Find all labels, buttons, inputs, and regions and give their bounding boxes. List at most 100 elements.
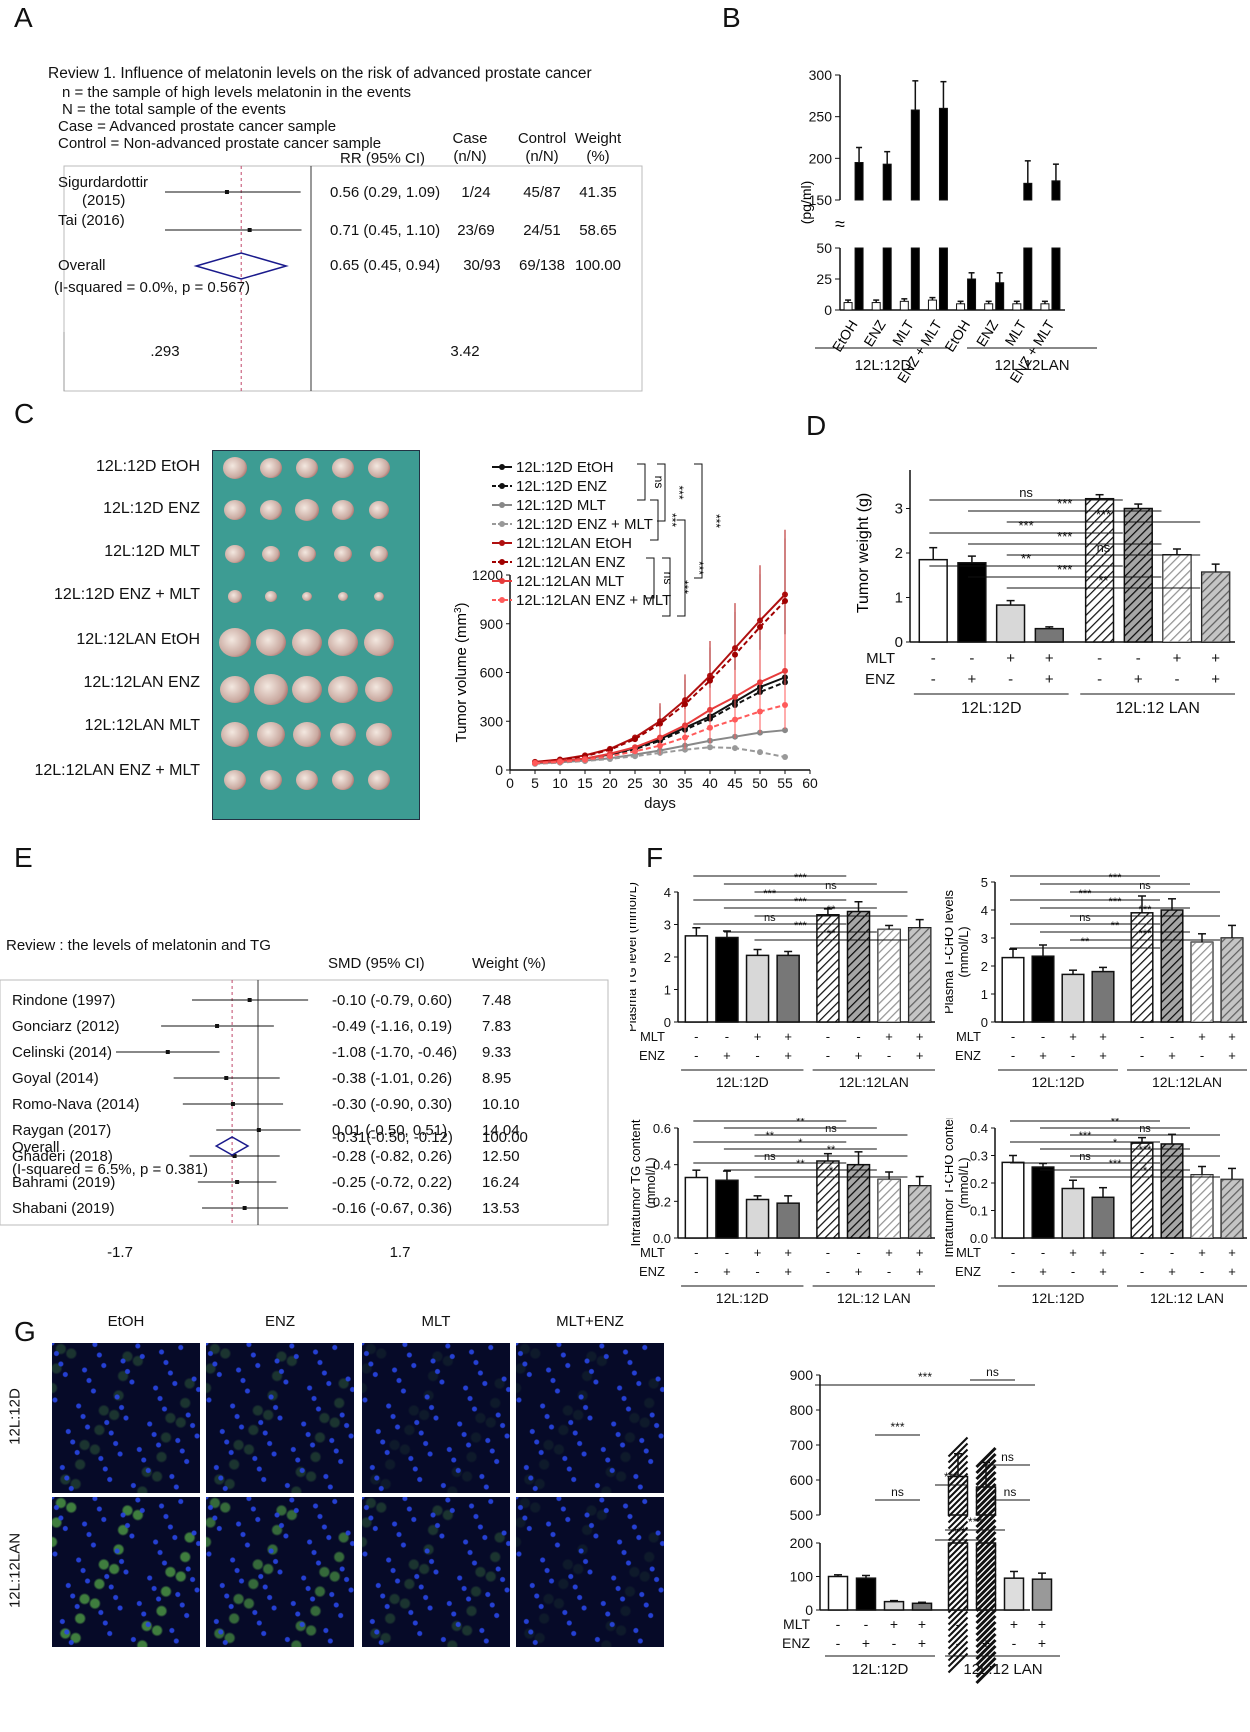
xtick-label: 30 (652, 775, 668, 791)
enz-sign: + (723, 1048, 731, 1063)
hatch-line (975, 1446, 997, 1469)
header-smd: SMD (95% CI) (328, 955, 425, 972)
significance-label: ns (891, 1485, 904, 1499)
column-label: MLT+ENZ (556, 1313, 624, 1330)
significance-label: ns (825, 1123, 837, 1135)
group-label: 12L:12D (1032, 1074, 1085, 1090)
smd-text: -0.10 (-0.79, 0.60) (332, 992, 452, 1009)
fluorescence-image (206, 1343, 354, 1493)
category-label: MLT (889, 317, 917, 349)
overall-weight: 100.00 (575, 257, 621, 274)
tumor-sample (368, 458, 390, 478)
mlt-sign: + (916, 1245, 924, 1260)
mlt-sign: + (918, 1616, 926, 1632)
tumor-sample (293, 722, 321, 748)
ytick-label: 3 (664, 918, 671, 933)
data-point (707, 724, 713, 731)
hatch-line (947, 1478, 969, 1500)
data-point (582, 756, 588, 763)
data-point (532, 760, 538, 767)
mlt-sign: - (1136, 650, 1141, 667)
tumor-sample (220, 676, 250, 703)
enz-sign: - (1097, 671, 1102, 688)
bar (684, 1176, 709, 1239)
bracket (637, 463, 646, 501)
enz-sign: - (1011, 1048, 1015, 1063)
bar-tint (1191, 942, 1213, 1022)
group-label: 12L:12LAN (1152, 1074, 1222, 1090)
enz-sign: - (1011, 1264, 1015, 1279)
significance-label: *** (677, 580, 691, 594)
hatch-line (947, 1568, 969, 1590)
study-name: Raygan (2017) (12, 1122, 111, 1139)
header-rr: RR (95% CI) (340, 150, 425, 167)
mlt-sign: + (1010, 1616, 1018, 1632)
weight-text: 7.48 (482, 992, 511, 1009)
hatch-line (947, 1646, 969, 1668)
xtick-label: 5 (531, 775, 539, 791)
header-weight: Weight (%) (472, 955, 546, 972)
row-label-mlt: MLT (956, 1029, 981, 1044)
significance-label: ** (1111, 920, 1120, 932)
bar (956, 303, 966, 311)
mlt-sign: - (1041, 1029, 1045, 1044)
smd-text: -0.16 (-0.67, 0.36) (332, 1200, 452, 1217)
enz-sign: + (916, 1048, 924, 1063)
significance-label: *** (968, 1515, 982, 1529)
xtick: -1.7 (107, 1244, 133, 1261)
hatch-line (975, 1608, 997, 1631)
panel-f2-bar-chart: 0 1 2 3 4 5 - - - + + - + + - - - + + - + + MLT ENZ 12L:12D 12L:1… (945, 870, 1247, 1090)
y-axis-label-unit: (mmol/L) (643, 1157, 658, 1208)
tumor-row-label: 12L:12D ENZ (103, 500, 200, 517)
smd-text: -0.38 (-1.01, 0.26) (332, 1070, 452, 1087)
xtick-label: 0 (506, 775, 514, 791)
group-label: 12L:12D (855, 357, 912, 374)
enz-sign: + (784, 1264, 792, 1279)
ytick-label: 1200 (472, 567, 503, 583)
row-label-enz: ENZ (639, 1264, 665, 1279)
group-label: 12L:12 LAN (837, 1290, 911, 1306)
significance-label: *** (1079, 1130, 1093, 1142)
overall-label: Overall (58, 257, 106, 274)
row-label-enz: ENZ (639, 1048, 665, 1063)
mlt-sign: - (856, 1245, 860, 1260)
significance-label: * (1143, 1165, 1148, 1177)
row-label-mlt: MLT (866, 650, 895, 667)
ytick-label: 200 (809, 150, 833, 166)
mlt-sign: + (1006, 650, 1015, 667)
bar (745, 1198, 770, 1239)
ytick-label: 0.0 (970, 1231, 988, 1246)
tumor-row-label: 12L:12D ENZ + MLT (54, 586, 200, 603)
hatch-line (975, 1530, 997, 1553)
bar (918, 558, 948, 643)
tumor-sample (260, 458, 282, 478)
tumor-row-label: 12L:12LAN MLT (84, 717, 200, 734)
fluorescence-image (516, 1497, 664, 1647)
xtick-label: 45 (727, 775, 743, 791)
case-text: 1/24 (461, 184, 490, 201)
overall-case: 30/93 (463, 257, 501, 274)
legend-marker (499, 464, 505, 470)
y-axis-label: Plasma MLT concentration (795, 120, 798, 285)
row-label-enz: ENZ (865, 671, 895, 688)
bracket (650, 499, 659, 541)
bar (843, 302, 853, 311)
enz-sign: - (956, 1635, 961, 1651)
enz-sign: + (1168, 1048, 1176, 1063)
bar-tint (878, 1179, 901, 1238)
enz-sign: - (931, 671, 936, 688)
hatch-line (975, 1488, 997, 1511)
category-label: MLT (1001, 317, 1029, 349)
significance-label: * (829, 1165, 834, 1177)
significance-label: *** (1109, 896, 1123, 908)
significance-label: ** (1098, 573, 1108, 588)
point-marker (232, 1154, 237, 1158)
data-point (732, 693, 738, 700)
study-name: Shabani (2019) (12, 1200, 115, 1217)
enz-sign: - (1140, 1264, 1144, 1279)
ytick-label: 0 (664, 1015, 671, 1030)
significance-label: * (798, 1137, 803, 1149)
bar (911, 1602, 933, 1611)
bar (995, 604, 1026, 643)
